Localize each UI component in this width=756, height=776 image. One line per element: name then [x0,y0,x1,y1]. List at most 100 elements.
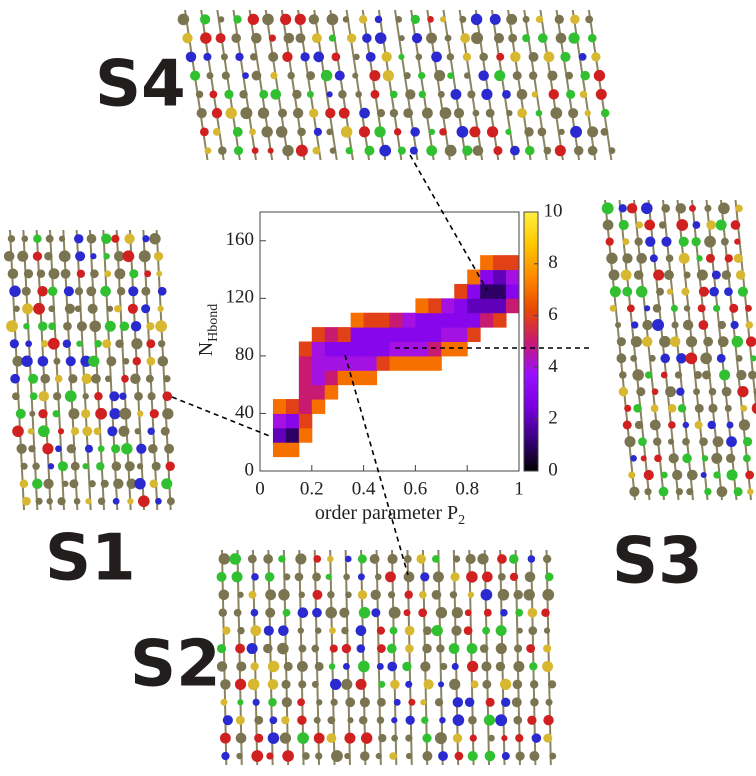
bond [313,549,321,766]
atom [320,69,333,82]
heatmap-cell [467,283,481,299]
atom [298,644,307,653]
atom [676,387,685,396]
atom [485,697,495,707]
atom [111,234,120,243]
y-axis-label-subscript: Hbond [206,304,221,342]
atom [295,553,307,565]
heatmap-cell [493,298,507,314]
heatmap-cell [350,341,365,357]
atom [435,607,448,619]
atom [345,555,352,563]
atom [608,269,620,281]
atom [638,437,647,447]
bond [530,549,537,766]
atom [516,627,523,634]
atom [587,126,599,138]
atom [7,268,19,280]
atom [432,555,440,563]
atom [119,407,132,420]
heatmap-cell [285,399,300,414]
atom [481,571,493,583]
atom [642,319,653,331]
atom [587,33,597,43]
atom [47,463,55,470]
atom [482,679,492,689]
atom [239,90,248,99]
atom [652,319,664,331]
atom [527,555,536,563]
atom [277,642,289,655]
atom [495,661,506,672]
atom [421,107,433,119]
atom [704,487,712,496]
x-tick-label: 0.2 [300,478,324,499]
atom [21,355,33,367]
atom [200,32,212,44]
atom [511,697,522,708]
atom [247,554,257,564]
atom [65,356,76,367]
atom [325,107,336,119]
atom [653,269,665,281]
atom [116,287,126,296]
atom [541,608,550,617]
atom [478,70,489,81]
bond [251,549,259,766]
atom [69,479,79,489]
atom [644,488,652,496]
atom [447,72,454,79]
atom [358,660,370,673]
atom [694,420,703,430]
atom [694,403,704,413]
heatmap-cell [311,341,326,357]
atom [371,608,381,618]
atom [297,732,309,744]
atom [267,679,279,690]
atom [155,320,168,333]
atom [163,375,171,383]
atom [236,661,247,672]
heatmap-cell [415,298,429,314]
atom [82,393,89,400]
atom [100,479,109,488]
atom [747,488,754,495]
atom [265,607,276,618]
atom [522,15,530,23]
atom [22,303,33,315]
atom [313,127,322,136]
heatmap-cell [272,442,287,458]
atom [355,91,362,98]
atom [543,715,554,726]
atom [389,108,399,118]
atom [547,680,557,689]
atom [545,698,553,706]
atom [278,625,289,636]
atom [215,33,226,44]
atom [38,321,48,331]
atom [249,53,258,61]
heatmap-cell [376,327,390,342]
atom [681,287,690,296]
atom [649,419,661,431]
heatmap-cell [337,370,352,386]
atom [537,33,548,43]
atom [481,88,493,100]
atom [308,14,320,25]
atom [528,71,538,80]
atom [734,238,741,245]
atom [177,13,190,26]
atom [42,443,54,455]
heatmap-cell [506,255,520,271]
atom [682,421,690,429]
atom [237,626,245,635]
atom [542,588,555,601]
atom [748,370,756,380]
atom [693,370,702,380]
atom [121,374,129,383]
atom [686,488,694,496]
atom [712,436,724,448]
atom [669,336,681,347]
atom [502,89,511,99]
atom [689,204,696,212]
